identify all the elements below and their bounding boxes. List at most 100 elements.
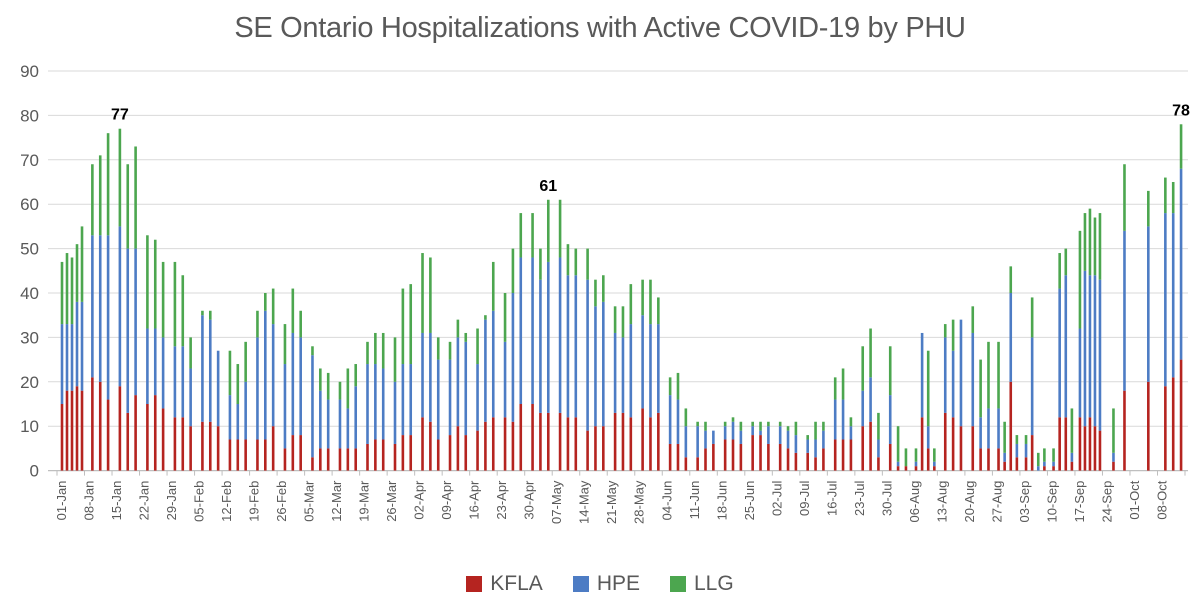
legend-label-hpe: HPE [596, 572, 640, 595]
bar-segment-hpe [676, 399, 680, 444]
bar-segment-kfla [594, 426, 597, 471]
x-axis-tick-label: 04-Jun [659, 481, 674, 521]
bar-segment-hpe [98, 235, 102, 382]
bar-segment-kfla [1088, 417, 1092, 471]
bar-segment-llg [1147, 190, 1150, 227]
bar-segment-hpe [374, 364, 377, 440]
bar-segment-hpe [778, 426, 782, 444]
bar-segment-kfla [91, 377, 94, 471]
bar-segment-kfla [146, 404, 149, 471]
bar-segment-llg [926, 350, 930, 427]
bar-segment-llg [778, 421, 782, 427]
bar-segment-hpe [786, 430, 790, 449]
bar-segment-llg [319, 368, 322, 391]
bar-segment-kfla [1093, 426, 1097, 471]
bar-segment-hpe [421, 332, 424, 418]
bar-segment-kfla [684, 457, 688, 471]
bar-segment-hpe [566, 275, 570, 418]
bar-segment-llg [539, 248, 542, 280]
bar-segment-hpe [546, 261, 550, 413]
bar-segment-llg [476, 328, 479, 365]
x-axis-tick-label: 29-Jan [164, 481, 179, 521]
bar-segment-hpe [1030, 337, 1034, 436]
bar-segment-kfla [814, 457, 817, 471]
bar-segment-hpe [401, 364, 405, 436]
bar-segment-hpe [106, 235, 110, 400]
bar-segment-hpe [943, 337, 947, 413]
bar-segment-hpe [586, 279, 589, 431]
bar-segment-hpe [1098, 279, 1102, 431]
bar-segment-llg [822, 421, 825, 431]
bar-segment-kfla [933, 466, 936, 471]
bar-segment-llg [849, 417, 853, 427]
bar-segment-llg [436, 337, 440, 360]
bar-segment-hpe [531, 257, 534, 404]
bar-segment-kfla [511, 421, 515, 471]
llg-swatch-icon [670, 576, 686, 592]
x-axis-tick-label: 09-Apr [439, 480, 454, 520]
bar-segment-llg [1123, 164, 1126, 231]
bar-segment-hpe [794, 435, 798, 453]
bar-segment-llg [731, 417, 735, 422]
bar-segment-hpe [476, 364, 479, 431]
bar-segment-llg [374, 332, 377, 365]
bar-segment-llg [933, 448, 936, 462]
data-label: 78 [1172, 102, 1190, 119]
bar-segment-llg [236, 364, 240, 404]
bar-segment-llg [833, 377, 837, 400]
bar-segment-hpe [216, 350, 220, 427]
y-axis-tick-label: 50 [20, 240, 39, 259]
bar-segment-hpe [739, 430, 743, 444]
bar-segment-kfla [539, 412, 542, 471]
x-axis-tick-label: 09-Jul [797, 481, 812, 517]
x-axis-tick-label: 02-Apr [412, 480, 427, 520]
bar-segment-kfla [696, 457, 699, 471]
bar-segment-llg [904, 448, 908, 467]
bar-segment-hpe [668, 395, 672, 444]
legend-item-kfla: KFLA [466, 572, 543, 596]
bar-segment-kfla [201, 421, 204, 471]
bar-segment-llg [181, 275, 185, 347]
bar-segment-kfla [491, 417, 495, 471]
bar-segment-llg [201, 310, 204, 316]
bar-segment-hpe [354, 386, 358, 449]
bar-segment-llg [558, 199, 562, 258]
bar-segment-kfla [704, 448, 707, 471]
bar-segment-kfla [456, 426, 460, 471]
bar-segment-llg [621, 306, 625, 338]
bar-segment-hpe [574, 275, 578, 418]
bar-segment-llg [888, 346, 892, 396]
x-axis-tick-label: 14-May [577, 480, 592, 524]
bar-segment-llg [228, 350, 232, 396]
x-axis-tick-label: 26-Feb [274, 481, 289, 522]
bar-segment-llg [861, 346, 865, 391]
bar-segment-llg [1083, 213, 1087, 271]
x-axis-tick-label: 12-Mar [329, 480, 344, 522]
bar-segment-llg [484, 315, 487, 320]
x-axis-tick-label: 01-Oct [1127, 480, 1142, 519]
y-axis-tick-label: 40 [20, 284, 39, 303]
bar-segment-llg [1171, 182, 1175, 214]
x-axis-tick-label: 15-Jan [109, 481, 124, 521]
bar-segment-llg [503, 293, 507, 342]
bar-segment-llg [1164, 177, 1167, 214]
bar-segment-hpe [511, 293, 515, 422]
bar-segment-llg [704, 421, 707, 431]
bar-segment-llg [943, 324, 947, 338]
bar-segment-llg [146, 235, 149, 329]
bar-segment-llg [1015, 435, 1019, 444]
x-axis-tick-label: 08-Oct [1154, 480, 1169, 519]
bar-segment-kfla [759, 435, 762, 471]
bar-segment-hpe [841, 399, 845, 440]
bar-segment-llg [1003, 421, 1006, 453]
bar-segment-hpe [1003, 452, 1006, 462]
bar-segment-hpe [464, 341, 468, 436]
bar-segment-llg [346, 368, 350, 409]
bar-segment-kfla [896, 466, 900, 471]
bar-segment-hpe [822, 430, 825, 449]
bar-segment-llg [299, 310, 302, 338]
legend-label-kfla: KFLA [490, 572, 543, 595]
y-axis-tick-label: 20 [20, 373, 39, 392]
bar-segment-hpe [888, 395, 892, 444]
bar-segment-llg [877, 412, 880, 440]
